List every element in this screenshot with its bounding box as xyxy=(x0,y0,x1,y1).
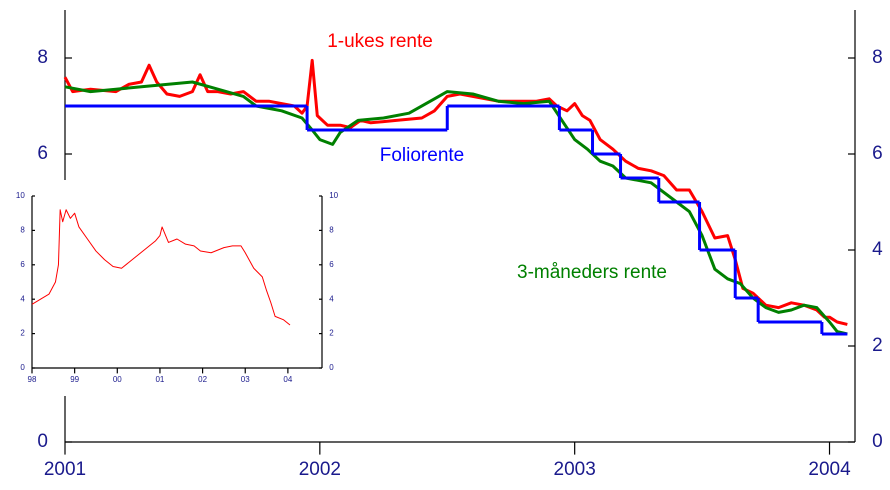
x-tick-label: 01 xyxy=(155,375,164,384)
inset-background xyxy=(0,180,340,396)
y-tick-label: 0 xyxy=(37,431,48,452)
y-tick-label: 0 xyxy=(20,363,25,372)
x-tick-label: 2003 xyxy=(554,459,596,480)
y-tick-label: 8 xyxy=(37,47,48,68)
y-tick-label-right: 4 xyxy=(329,294,334,303)
y-tick-label-right: 10 xyxy=(329,191,338,200)
y-tick-label: 2 xyxy=(20,329,25,338)
x-tick-label: 98 xyxy=(28,375,37,384)
y-tick-label-right: 8 xyxy=(872,47,883,68)
x-tick-label: 2001 xyxy=(44,459,86,480)
chart-panel: 002244668820012002200320041-ukes renteFo… xyxy=(37,10,883,480)
x-tick-label: 02 xyxy=(198,375,207,384)
x-tick-label: 04 xyxy=(283,375,292,384)
x-tick-label: 2002 xyxy=(299,459,341,480)
x-tick-label: 03 xyxy=(241,375,250,384)
y-tick-label-right: 6 xyxy=(872,143,883,164)
y-tick-label-right: 2 xyxy=(872,335,883,356)
series-label: Foliorente xyxy=(380,145,465,166)
y-tick-label: 10 xyxy=(16,191,25,200)
series-label: 3-måneders rente xyxy=(517,262,667,283)
y-tick-label-right: 4 xyxy=(872,239,883,260)
y-tick-label-right: 2 xyxy=(329,329,334,338)
y-tick-label-right: 0 xyxy=(872,431,883,452)
x-tick-label: 99 xyxy=(70,375,79,384)
y-tick-label: 8 xyxy=(20,226,25,235)
y-tick-label-right: 6 xyxy=(329,260,334,269)
series-label: 1-ukes rente xyxy=(327,31,433,52)
y-tick-label-right: 8 xyxy=(329,226,334,235)
x-tick-label: 00 xyxy=(113,375,122,384)
series-line xyxy=(31,209,291,326)
y-tick-label: 6 xyxy=(37,143,48,164)
y-tick-label: 6 xyxy=(20,260,25,269)
y-tick-label-right: 0 xyxy=(329,363,334,372)
y-tick-label: 4 xyxy=(20,294,25,303)
x-tick-label: 2004 xyxy=(808,459,851,480)
